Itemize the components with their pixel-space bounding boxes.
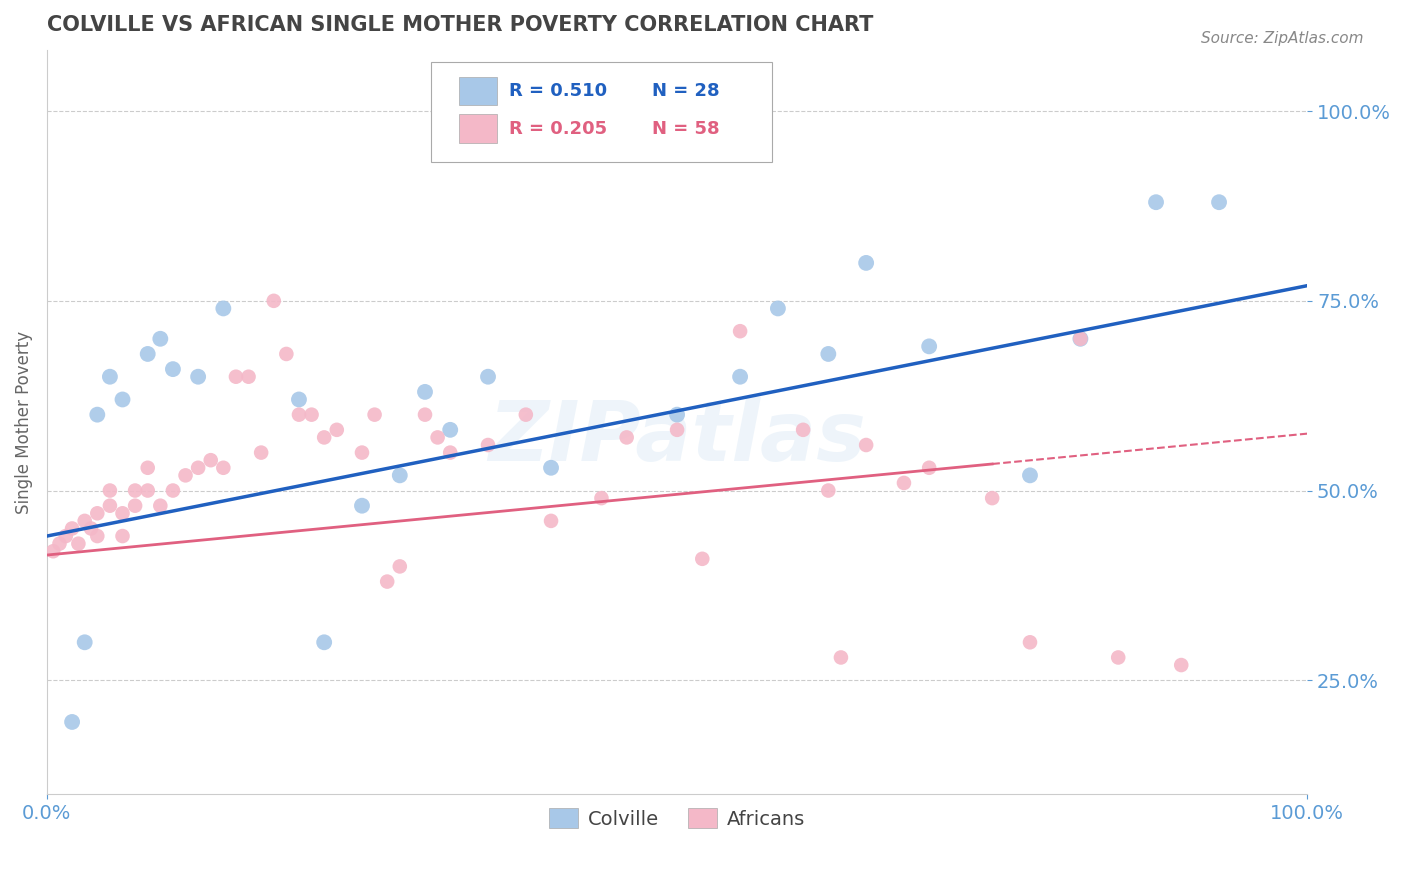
Point [124,483,146,498]
Point [212,301,235,316]
Point [766,301,789,316]
Point [314,430,336,444]
Point [67,536,90,550]
Point [893,475,915,490]
Point [515,408,537,422]
Point [830,650,852,665]
Point [591,491,613,505]
Point [666,423,689,437]
Point [98,499,121,513]
Point [350,445,373,459]
Point [1144,195,1167,210]
Point [136,483,159,498]
Point [212,460,235,475]
Point [728,369,751,384]
Point [174,468,197,483]
Point [855,438,877,452]
Point [1208,195,1230,210]
Point [288,408,311,422]
Point [187,369,209,384]
Legend: Colville, Africans: Colville, Africans [541,800,813,837]
Point [363,408,385,422]
Point [540,514,562,528]
Point [413,384,436,399]
Point [375,574,398,589]
Point [60,714,83,729]
Point [1170,658,1192,673]
Point [111,392,134,407]
Point [1019,635,1042,649]
Point [73,514,96,528]
Point [162,362,184,376]
Point [690,551,713,566]
Point [250,445,273,459]
Point [136,460,159,475]
Point [111,529,134,543]
Point [136,347,159,361]
Point [73,635,96,649]
Point [388,559,411,574]
Point [225,369,247,384]
Point [200,453,222,467]
Point [1069,332,1091,346]
Point [666,408,689,422]
Text: R = 0.205: R = 0.205 [509,120,607,137]
Point [439,445,461,459]
Point [124,499,146,513]
Point [792,423,814,437]
Point [817,483,839,498]
Point [855,256,877,270]
Point [149,332,172,346]
Point [301,408,323,422]
Point [48,536,70,550]
Point [728,324,751,338]
Point [42,544,65,558]
Point [477,369,499,384]
FancyBboxPatch shape [432,62,772,162]
Point [918,339,941,353]
Point [111,506,134,520]
Text: ZIPatlas: ZIPatlas [488,397,866,477]
Text: COLVILLE VS AFRICAN SINGLE MOTHER POVERTY CORRELATION CHART: COLVILLE VS AFRICAN SINGLE MOTHER POVERT… [46,15,873,35]
Point [98,369,121,384]
Text: R = 0.510: R = 0.510 [509,82,607,100]
Bar [458,78,496,105]
Point [439,423,461,437]
Point [1107,650,1129,665]
Point [276,347,298,361]
Point [238,369,260,384]
Point [1069,332,1091,346]
Bar [458,114,496,143]
Point [426,430,449,444]
Point [86,529,108,543]
Point [413,408,436,422]
Point [326,423,349,437]
Point [288,392,311,407]
Point [187,460,209,475]
Y-axis label: Single Mother Poverty: Single Mother Poverty [15,331,32,514]
Point [981,491,1004,505]
Point [477,438,499,452]
Point [55,529,77,543]
Point [1019,468,1042,483]
Point [60,521,83,535]
Point [388,468,411,483]
Point [149,499,172,513]
Point [98,483,121,498]
Text: N = 58: N = 58 [652,120,720,137]
Text: N = 28: N = 28 [652,82,720,100]
Point [817,347,839,361]
Point [162,483,184,498]
Point [86,408,108,422]
Point [314,635,336,649]
Text: Source: ZipAtlas.com: Source: ZipAtlas.com [1201,31,1364,46]
Point [540,460,562,475]
Point [616,430,638,444]
Point [80,521,103,535]
Point [86,506,108,520]
Point [350,499,373,513]
Point [263,293,285,308]
Point [918,460,941,475]
